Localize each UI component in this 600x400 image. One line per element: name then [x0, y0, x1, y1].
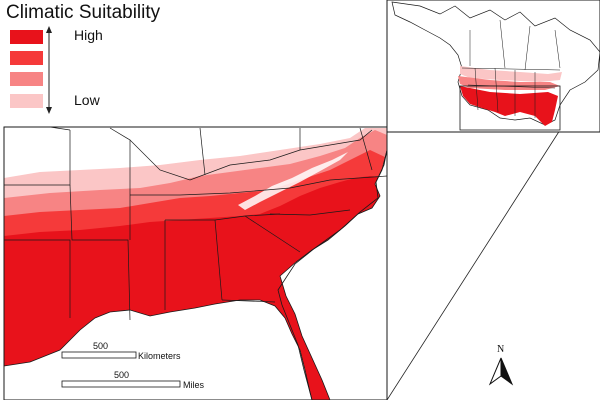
legend-swatch-medium-low: [10, 72, 43, 86]
inset-suitability-low: [460, 66, 562, 82]
inset-suitability-high: [460, 86, 558, 126]
scale-bar: [61, 351, 181, 388]
inset-suitability-medium: [458, 76, 560, 90]
state-borders: [4, 127, 387, 321]
legend: Climatic Suitability High Low: [0, 0, 170, 120]
scale-km-value: 500: [93, 341, 108, 351]
gulf-of-mexico: [4, 299, 313, 400]
scale-mi-value: 500: [114, 370, 129, 380]
legend-low-label: Low: [74, 92, 100, 108]
inset-map: [387, 0, 600, 132]
appalachian-high-elevation: [238, 152, 348, 210]
inset-borders: [461, 19, 561, 118]
legend-high-label: High: [74, 27, 103, 43]
scale-mi-unit: Miles: [183, 380, 205, 390]
inset-map-frame: [386, 0, 600, 133]
coastline: [277, 149, 387, 400]
legend-gradient-arrow-icon: [46, 26, 52, 114]
main-map-frame: [3, 126, 388, 400]
legend-swatch-medium-high: [10, 51, 43, 65]
north-label: N: [497, 344, 504, 355]
inset-extent-box: [459, 85, 561, 131]
legend-title: Climatic Suitability: [6, 2, 161, 23]
scale-km-unit: Kilometers: [138, 351, 181, 361]
main-map: [4, 127, 387, 400]
legend-swatch-high: [10, 30, 43, 44]
connector-line-bottom: [386, 129, 561, 400]
north-arrow-icon: [488, 357, 514, 386]
legend-swatch-low: [10, 94, 43, 108]
